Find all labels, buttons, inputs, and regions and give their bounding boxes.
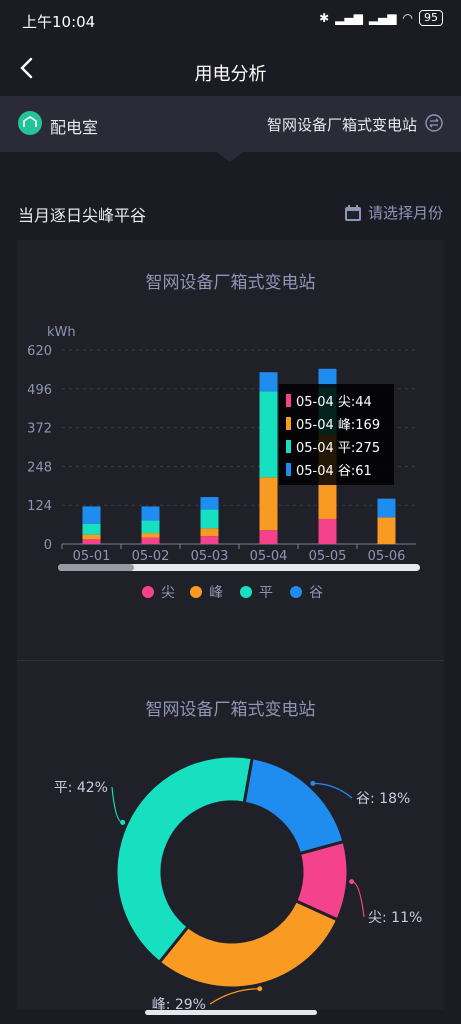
bar-segment bbox=[141, 533, 160, 538]
y-tick-label: 372 bbox=[27, 422, 52, 437]
status-time: 上午10:04 bbox=[22, 13, 96, 31]
bar-segment bbox=[259, 391, 278, 478]
tooltip-marker bbox=[286, 394, 291, 407]
page-title: 用电分析 bbox=[194, 64, 267, 85]
legend-label: 尖 bbox=[161, 585, 175, 601]
room-bar-notch bbox=[214, 150, 246, 162]
chart-scroll-thumb bbox=[58, 564, 134, 571]
status-bar: 上午10:04 ✱ ▂▄▆ ▂▄▆ ◠ 95 bbox=[0, 0, 461, 44]
card-divider bbox=[17, 660, 444, 661]
x-tick-label: 05-02 bbox=[132, 549, 170, 564]
room-label: 配电室 bbox=[50, 118, 99, 137]
donut-label: 尖: 11% bbox=[368, 910, 422, 926]
bar-segment bbox=[259, 372, 278, 392]
legend-marker bbox=[190, 586, 202, 598]
bar-segment bbox=[141, 506, 160, 521]
bar-segment bbox=[82, 523, 101, 535]
month-picker[interactable]: 请选择月份 bbox=[344, 202, 443, 223]
x-tick-label: 05-06 bbox=[368, 549, 406, 564]
tooltip-line: 05-04 尖:44 bbox=[296, 395, 372, 410]
donut-label: 谷: 18% bbox=[356, 791, 410, 807]
bluetooth-icon: ✱ bbox=[319, 11, 330, 25]
home-indicator bbox=[145, 1010, 317, 1015]
legend-label: 峰 bbox=[209, 585, 223, 601]
back-arrow-icon[interactable] bbox=[14, 54, 42, 82]
y-tick-label: 124 bbox=[27, 499, 52, 514]
bar-segment bbox=[377, 498, 396, 518]
bar-segment bbox=[259, 477, 278, 531]
tooltip-line: 05-04 峰:169 bbox=[296, 418, 380, 433]
month-picker-label: 请选择月份 bbox=[367, 204, 443, 222]
bar-segment bbox=[318, 368, 337, 388]
wifi-icon: ◠ bbox=[402, 11, 413, 25]
room-icon bbox=[18, 111, 42, 135]
signal-icon: ▂▄▆ bbox=[335, 11, 363, 25]
bar-segment bbox=[141, 520, 160, 534]
bar-segment bbox=[82, 506, 101, 524]
bar-segment bbox=[200, 509, 219, 529]
legend-label: 谷 bbox=[309, 585, 323, 601]
donut-label-line bbox=[111, 786, 123, 824]
calendar-icon bbox=[344, 204, 361, 221]
pie-chart-title: 智网设备厂箱式变电站 bbox=[145, 700, 316, 720]
section-title: 当月逐日尖峰平谷 bbox=[18, 206, 147, 225]
app-header: 用电分析 bbox=[0, 44, 461, 96]
bar-segment bbox=[318, 518, 337, 544]
station-name[interactable]: 智网设备厂箱式变电站 bbox=[266, 116, 417, 134]
legend-marker bbox=[142, 586, 154, 598]
chart-scroll-track bbox=[58, 564, 420, 571]
legend-marker bbox=[290, 586, 302, 598]
bar-segment bbox=[377, 517, 396, 544]
donut-label: 峰: 29% bbox=[152, 997, 206, 1013]
bar-segment bbox=[200, 497, 219, 510]
donut-slice bbox=[114, 754, 254, 965]
battery-indicator: 95 bbox=[419, 10, 443, 26]
status-icons: ✱ ▂▄▆ ▂▄▆ ◠ 95 bbox=[319, 10, 443, 26]
y-tick-label: 248 bbox=[27, 460, 52, 475]
x-tick-label: 05-03 bbox=[191, 549, 229, 564]
legend-marker bbox=[240, 586, 252, 598]
x-tick-label: 05-04 bbox=[250, 549, 288, 564]
bar-segment bbox=[82, 539, 101, 544]
x-tick-label: 05-05 bbox=[309, 549, 347, 564]
bar-chart-title: 智网设备厂箱式变电站 bbox=[145, 273, 316, 293]
donut-slice bbox=[242, 756, 346, 856]
bar-segment bbox=[200, 536, 219, 544]
signal-icon-2: ▂▄▆ bbox=[368, 11, 397, 25]
switch-station-icon[interactable] bbox=[425, 114, 443, 132]
donut-label-line bbox=[312, 782, 353, 799]
y-tick-label: 620 bbox=[27, 344, 52, 359]
tooltip-line: 05-04 谷:61 bbox=[296, 464, 372, 479]
bar-segment bbox=[200, 528, 219, 537]
tooltip-marker bbox=[286, 463, 291, 476]
donut-label-line bbox=[351, 881, 365, 918]
donut-slice bbox=[157, 898, 340, 990]
tooltip-marker bbox=[286, 440, 291, 453]
y-axis-unit: kWh bbox=[47, 325, 76, 340]
room-bar: 配电室 智网设备厂箱式变电站 bbox=[0, 96, 461, 152]
bar-segment bbox=[141, 537, 160, 544]
tooltip-marker bbox=[286, 417, 291, 430]
chart-tooltip bbox=[279, 384, 394, 485]
y-tick-label: 0 bbox=[44, 538, 52, 553]
legend-label: 平 bbox=[259, 585, 273, 601]
donut-label-line bbox=[209, 988, 260, 1005]
y-tick-label: 496 bbox=[27, 383, 52, 398]
bar-segment bbox=[259, 530, 278, 544]
donut-label: 平: 42% bbox=[54, 780, 108, 796]
tooltip-line: 05-04 平:275 bbox=[296, 441, 380, 456]
x-tick-label: 05-01 bbox=[73, 549, 111, 564]
bar-segment bbox=[82, 534, 101, 540]
chart-card bbox=[17, 240, 444, 1010]
